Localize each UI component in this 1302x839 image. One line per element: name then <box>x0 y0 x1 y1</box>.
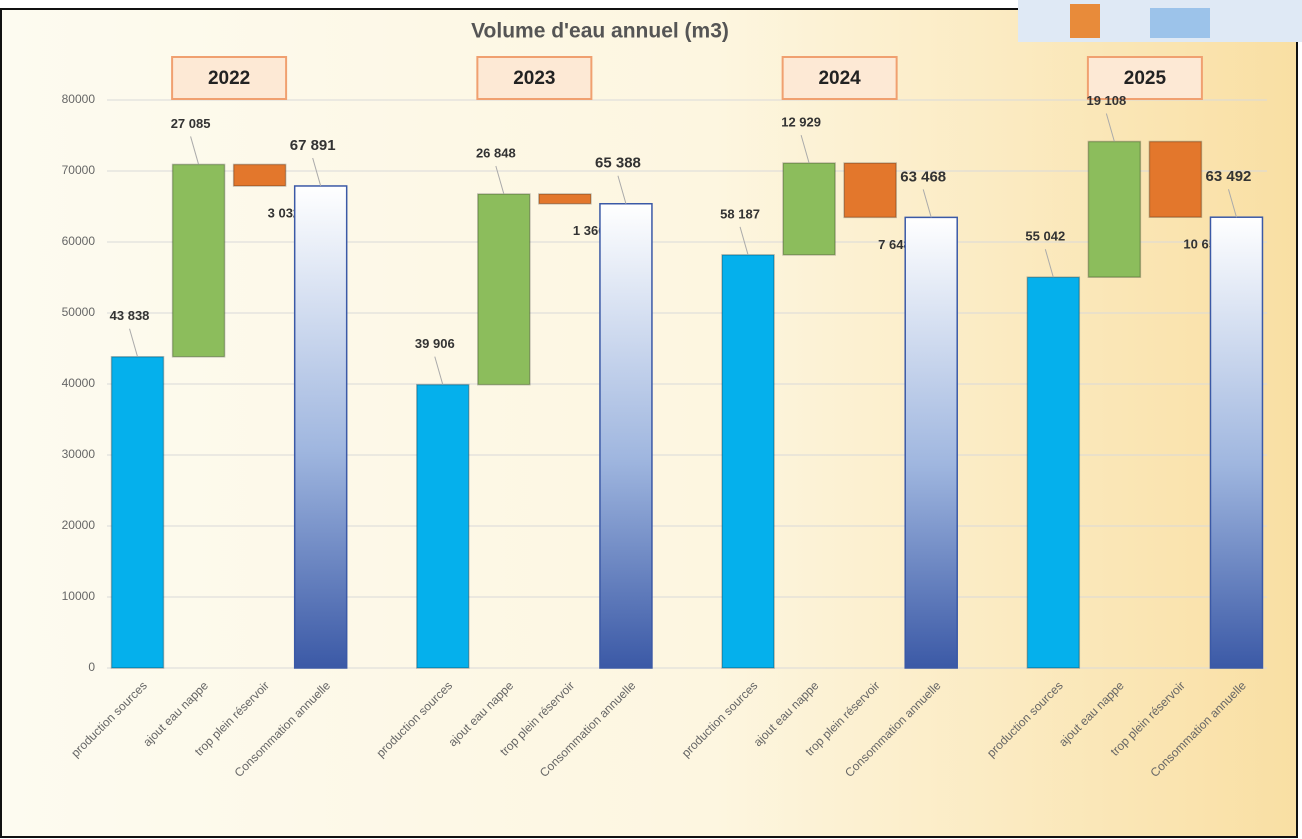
y-tick-label: 50000 <box>62 305 96 319</box>
data-label: 1 366 <box>573 223 606 238</box>
year-label: 2022 <box>208 68 250 89</box>
y-tick-label: 80000 <box>62 92 96 106</box>
y-tick-label: 40000 <box>62 376 96 390</box>
data-label: 27 085 <box>171 116 211 131</box>
data-label: 12 929 <box>781 115 821 130</box>
bar <box>110 356 165 669</box>
bar <box>721 254 775 669</box>
leader-line <box>434 356 444 385</box>
data-label: 19 108 <box>1086 93 1126 108</box>
year-label: 2025 <box>1124 68 1167 89</box>
leader-line <box>190 136 200 165</box>
data-label: 55 042 <box>1025 229 1065 244</box>
y-tick-label: 70000 <box>62 163 96 177</box>
bar <box>1026 276 1081 669</box>
data-label: 63 492 <box>1206 168 1252 185</box>
y-tick-label: 60000 <box>62 234 96 248</box>
year-box <box>781 56 898 100</box>
bar <box>538 193 592 205</box>
year-box <box>171 56 288 100</box>
bar <box>232 163 287 187</box>
decor-figure <box>1150 8 1210 38</box>
leader-line <box>495 165 505 195</box>
leader-line <box>1044 249 1054 278</box>
leader-line <box>800 134 810 164</box>
data-label: 63 468 <box>900 168 946 185</box>
bar <box>477 193 531 386</box>
bar <box>843 162 897 219</box>
leader-line <box>1105 113 1115 142</box>
data-label: 67 891 <box>290 137 336 154</box>
year-label: 2024 <box>818 68 861 89</box>
leader-line <box>617 175 627 204</box>
data-label: 26 848 <box>476 145 516 160</box>
y-tick-label: 0 <box>88 660 95 674</box>
decor-figure <box>1070 4 1100 38</box>
leader-line <box>1227 189 1237 218</box>
leader-line <box>739 226 749 256</box>
y-tick-label: 30000 <box>62 447 96 461</box>
data-label: 7 648 <box>878 237 911 252</box>
y-tick-label: 10000 <box>62 589 96 603</box>
leader-line <box>922 189 932 218</box>
data-label: 58 187 <box>720 206 760 221</box>
data-label: 43 838 <box>110 308 150 323</box>
bar <box>416 383 470 669</box>
bar <box>293 185 348 669</box>
leader-line <box>129 328 139 357</box>
data-label: 3 032 <box>268 205 301 220</box>
bar <box>1087 140 1142 278</box>
year-label: 2023 <box>513 68 555 89</box>
y-tick-label: 20000 <box>62 518 96 532</box>
data-label: 39 906 <box>415 336 455 351</box>
bar <box>904 216 958 669</box>
chart-title: Volume d'eau annuel (m3) <box>471 20 729 43</box>
bar <box>599 202 653 669</box>
data-label: 65 388 <box>595 155 641 172</box>
bar <box>171 163 226 358</box>
bar <box>1148 140 1203 218</box>
bar <box>1209 216 1264 669</box>
bar <box>782 162 836 256</box>
leader-line <box>312 157 322 187</box>
year-box <box>1086 56 1203 100</box>
year-box <box>476 56 593 100</box>
